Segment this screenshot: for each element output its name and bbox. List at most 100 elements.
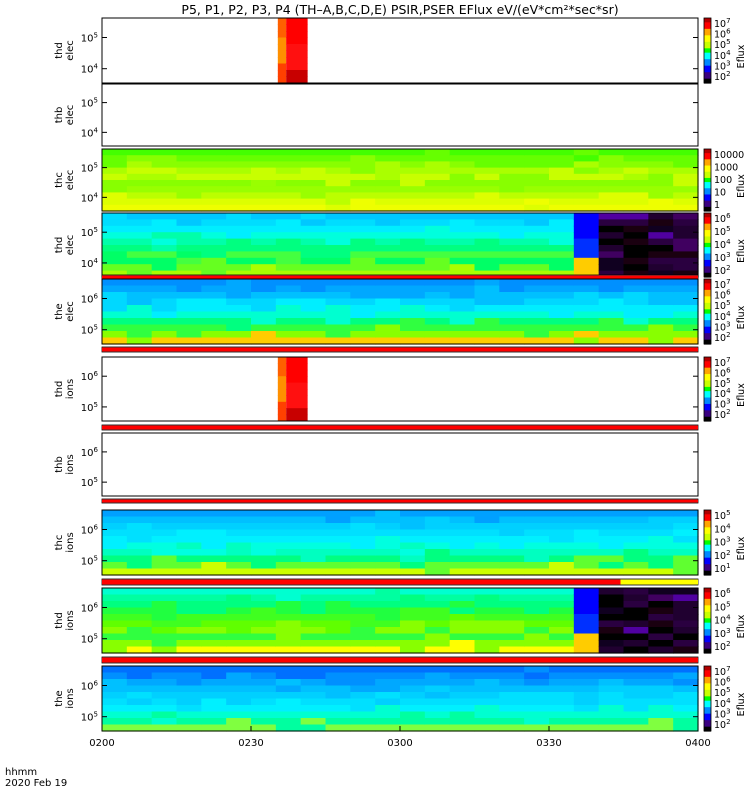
spectrogram-cell [102, 698, 128, 706]
y-tick-label: 105 [81, 633, 98, 646]
spectrogram-cell [102, 633, 128, 641]
panel-species-label: ions [65, 532, 76, 552]
spectrogram-cell [673, 149, 699, 156]
spectrogram-cell [325, 614, 351, 622]
spectrogram-cell [648, 529, 674, 537]
spectrogram-cell [151, 192, 178, 200]
spectrogram-cell [400, 279, 426, 287]
colorbar-tick-label-base: 10 [714, 642, 726, 653]
spectrogram-cell [176, 692, 202, 700]
spectrogram-cell [126, 167, 153, 175]
spectrogram-cell [350, 270, 376, 278]
spectrogram-cell [474, 324, 500, 332]
spectrogram-cell [673, 633, 699, 641]
spectrogram-cell [201, 298, 227, 306]
colorbar-tick-label-exponent: 3 [726, 627, 730, 635]
colorbar-cell [704, 397, 711, 401]
y-tick-label-base: 10 [81, 635, 94, 646]
spectrogram-cell [424, 692, 451, 700]
spectrogram-cell [449, 614, 476, 622]
spectrogram-cell [648, 542, 674, 550]
spectrogram-cell [499, 186, 525, 193]
spectrogram-cell [648, 186, 674, 193]
spectrogram-cell [573, 192, 600, 200]
spectrogram-cell [275, 186, 302, 193]
spectrogram-cell [598, 270, 625, 278]
spectrogram-cell [449, 562, 476, 570]
spectrogram-cell [673, 549, 699, 557]
spectrogram-cell [176, 225, 202, 233]
colorbar-cell [704, 510, 711, 513]
spectrogram-cell [226, 324, 252, 332]
spectrogram-cell [275, 149, 302, 156]
spectrogram-cell [300, 279, 327, 287]
spectrogram-cell [251, 640, 277, 648]
spectrogram-cell [126, 251, 153, 259]
panel-species-label: elec [65, 235, 76, 256]
colorbar-tick-label: 105 [714, 225, 731, 238]
spectrogram-cell [126, 149, 153, 156]
spectrogram-cell [176, 718, 202, 726]
colorbar-cell [704, 516, 711, 520]
colorbar-cell [704, 616, 711, 619]
colorbar-tick-label-base: 10 [714, 280, 726, 291]
spectrogram-cell [623, 718, 649, 726]
spectrogram-cell [474, 192, 500, 200]
spectrogram-cell [400, 627, 426, 635]
spectrogram-cell [424, 279, 451, 287]
colorbar-cell [704, 223, 711, 227]
colorbar-cell [704, 378, 711, 382]
spectrogram-cell [226, 204, 252, 212]
spectrogram-cell [325, 155, 351, 162]
spectrogram-cell [201, 161, 227, 169]
panel-species-label: elec [65, 105, 76, 126]
spectrogram-cell [151, 292, 178, 300]
spectrogram-cell [275, 219, 302, 227]
spectrogram-cell [549, 698, 575, 706]
spectrogram-cell [623, 633, 649, 641]
colorbar-cell [704, 305, 711, 308]
colorbar-cell [704, 416, 711, 420]
spectrogram-cell [102, 516, 128, 524]
spectrogram-cell [226, 219, 252, 227]
spectrogram-cell [375, 198, 401, 206]
spectrogram-cell [151, 555, 178, 563]
spectrogram-cell [424, 198, 451, 206]
colorbar-cell [704, 380, 711, 384]
colorbar-tick-label-exponent: 1 [726, 562, 730, 570]
spectrogram-cell [673, 536, 699, 544]
spectrogram-cell [201, 167, 227, 175]
spectrogram-cell [176, 238, 202, 246]
spectrogram-cell [474, 292, 500, 300]
colorbar-cell [704, 598, 711, 602]
colorbar-cell [704, 184, 711, 187]
spectrogram-cell [623, 298, 649, 306]
spectrogram-cell [300, 186, 327, 193]
spectrogram-cell [648, 279, 674, 287]
spectrogram-cell [176, 149, 202, 156]
spectrogram-cell [151, 238, 178, 246]
spectrogram-cell [176, 279, 202, 287]
spectrogram-cell [226, 213, 252, 220]
spectrogram-cell [201, 204, 227, 212]
panel-species-label: ions [65, 610, 76, 630]
spectrogram-cell [573, 186, 600, 193]
spectrogram-cell [350, 311, 376, 319]
spectrogram-cell [300, 219, 327, 227]
spectrogram-cell [251, 311, 277, 319]
colorbar-tick-label: 107 [714, 356, 731, 369]
spectrogram-cell [474, 180, 500, 187]
spectrogram-cell [623, 337, 649, 345]
spectrogram-cell [275, 711, 302, 719]
spectrogram-cell [449, 337, 476, 345]
colorbar-cell [704, 165, 711, 169]
spectrogram-cell [424, 305, 451, 313]
spectrogram-cell [449, 646, 476, 654]
spectrogram-cell [623, 270, 649, 278]
spectrogram-cell [126, 640, 153, 648]
spectrogram-cell [126, 685, 153, 693]
colorbar-tick-label-base: 10 [714, 214, 726, 225]
spectrogram-cell [350, 594, 376, 602]
colorbar-tick-label-base: 10 [714, 61, 726, 72]
spectrogram-cell [623, 692, 649, 700]
